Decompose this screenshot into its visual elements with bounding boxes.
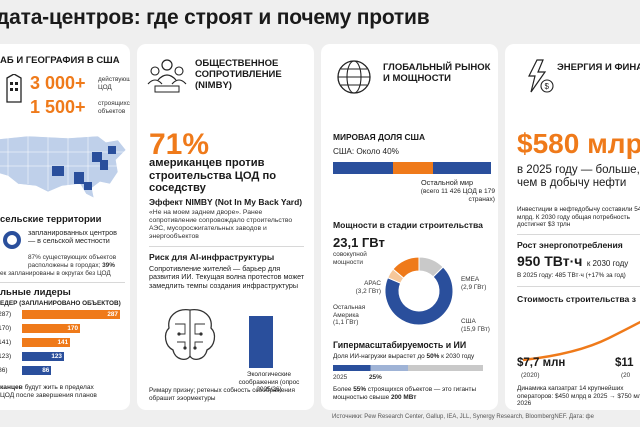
other-americas-label: Остальная Америка (1,1 ГВт) — [333, 304, 366, 327]
brain-icon — [164, 309, 216, 361]
rural-title: сельские территории — [0, 214, 102, 225]
energy-suffix: к 2030 году — [586, 259, 629, 268]
leaders-subtitle: ЕДЕР (ЗАПЛАНИРОВАНО ОБЪЕКТОВ) — [0, 300, 121, 307]
leader-bar: 86 — [22, 366, 52, 375]
page-title: дата-центров: где строят и почему против — [0, 6, 430, 29]
leader-value: 287 — [107, 311, 118, 318]
rural-donut-icon — [3, 231, 21, 249]
energy-finance-icon: $ — [528, 59, 554, 93]
donut-slice — [384, 266, 454, 326]
share-bar — [333, 162, 491, 174]
existing-label: действующих ЦОД — [98, 76, 130, 91]
us-map — [0, 135, 127, 199]
apac-label: APAC (3,2 ГВт) — [355, 280, 381, 295]
energy-title: Рост энергопотребления — [517, 240, 623, 250]
oppose-percent: 71% — [149, 128, 210, 161]
share-title: МИРОВАЯ ДОЛЯ США — [333, 132, 426, 142]
card-global-heading: ГЛОБАЛЬНЫЙ РЫНОК И МОЩНОСТИ — [383, 62, 491, 84]
cost-latest: $11 — [615, 357, 634, 369]
building-label: строящихся объектов — [98, 100, 130, 115]
card-geography: АБ И ГЕОГРАФИЯ В США 3 000+ действующих … — [0, 44, 130, 410]
nimby-footer: Римару призну; ретеных собность ссоображ… — [149, 387, 295, 402]
svg-text:$: $ — [545, 82, 550, 91]
leader-label: (123) — [0, 353, 12, 360]
hyper-text: Доля ИИ-нагрузки вырастет до 50% к 2030 … — [333, 353, 475, 360]
leader-row: (123) 123 — [0, 352, 64, 361]
risk-text: Сопротивление жителей — барьер для разви… — [149, 264, 305, 290]
leader-value: 123 — [51, 353, 62, 360]
leader-label: (170) — [0, 325, 12, 332]
hyper-title: Гипермасштабируемость и ИИ — [333, 340, 467, 350]
cost-2020-year: (2020) — [521, 372, 540, 379]
rural-note: 87% существующих объектов расположены в … — [28, 254, 117, 269]
leader-label: (287) — [0, 311, 12, 318]
energy-note: В 2025 году: 485 ТВт·ч (+17% за год) — [517, 272, 626, 279]
capex-note: Динамика капзатрат 14 крупнейших операто… — [517, 385, 640, 408]
emea-label: EMEA (2,9 ГВт) — [461, 276, 487, 291]
eco-label: Экологические соображения (опрос 2025/26… — [238, 371, 300, 394]
source-note: Источники: Pew Research Center, Gallup, … — [332, 414, 594, 420]
rest-sub: (всего 11 426 ЦОД в 179 странах) — [420, 188, 495, 203]
energy-value-row: 950 ТВт·ч к 2030 году — [517, 253, 628, 271]
rest-label: Остальной мир — [421, 178, 474, 187]
donut-slice — [392, 256, 420, 279]
leader-bar: 170 — [22, 324, 81, 333]
leader-row: (86) 86 — [0, 366, 52, 375]
eco-bar — [249, 316, 273, 368]
people-icon — [147, 59, 187, 93]
effect-text: «Не на моем заднем дворе». Ранее сопроти… — [149, 209, 293, 240]
share-label: США: Около 40% — [333, 147, 399, 156]
effect-title: Эффект NIMBY (Not In My Back Yard) — [149, 197, 303, 207]
hyper-current-fill — [333, 365, 371, 371]
hyper-start-pct: 25% — [369, 374, 382, 381]
leader-value: 170 — [67, 325, 79, 332]
hyper-progress — [333, 365, 483, 371]
leaders-footer: канцев будут жить в пределах ЦОД после за… — [0, 384, 97, 399]
oppose-caption: американцев против строительства ЦОД по … — [149, 157, 277, 194]
invest-caption: в 2025 году — больше, чем в добычу нефти — [517, 164, 640, 189]
leader-value: 86 — [42, 367, 50, 374]
cost-latest-year: (20 — [621, 372, 631, 379]
card-energy-heading: ЭНЕРГИЯ И ФИНАНСЫ — [557, 62, 640, 73]
capacity-title: Мощности в стадии строительства — [333, 220, 483, 230]
globe-icon — [337, 60, 371, 94]
invest-value: $580 млрд — [517, 128, 640, 159]
energy-value: 950 ТВт·ч — [517, 253, 583, 269]
leader-row: (141) 141 — [0, 338, 71, 347]
leader-label: (86) — [0, 367, 8, 374]
leader-bar: 287 — [22, 310, 120, 319]
capacity-donut — [384, 256, 454, 326]
risk-title: Риск для AI-инфраструктуры — [149, 252, 275, 262]
leader-label: (141) — [0, 339, 12, 346]
card-energy: $ ЭНЕРГИЯ И ФИНАНСЫ $580 млрд в 2025 год… — [505, 44, 640, 410]
leader-row: (287) 287 — [0, 310, 120, 319]
building-icon — [6, 74, 22, 103]
card-nimby-heading: ОБЩЕСТВЕННОЕ СОПРОТИВЛЕНИЕ (NIMBY) — [195, 58, 282, 91]
capacity-value: 23,1 ГВт — [333, 235, 385, 250]
cost-trend-line — [522, 320, 640, 362]
invest-note: Инвестиции в нефтедобычу составили 540 м… — [517, 206, 640, 229]
capacity-sub: совокупной мощности — [333, 251, 367, 266]
leader-bar: 123 — [22, 352, 64, 361]
card-global: ГЛОБАЛЬНЫЙ РЫНОК И МОЩНОСТИ МИРОВАЯ ДОЛЯ… — [321, 44, 498, 410]
cost-title: Стоимость строительства з — [517, 294, 636, 304]
card-geography-heading: АБ И ГЕОГРАФИЯ В США — [0, 55, 120, 66]
leaders-title: льные лидеры — [0, 287, 71, 298]
building-count: 1 500+ — [30, 97, 86, 117]
hyper-footer: Более 55% строящихся объектов — это гига… — [333, 386, 477, 401]
usa-label: США (15,9 ГВт) — [461, 318, 490, 333]
rural-note-2: ек запланированы в округах без ЦОД — [0, 270, 111, 277]
leader-row: (170) 170 — [0, 324, 81, 333]
card-nimby: ОБЩЕСТВЕННОЕ СОПРОТИВЛЕНИЕ (NIMBY) 71% а… — [137, 44, 314, 410]
rural-text: запланированных центров — в сельской мес… — [28, 228, 117, 246]
cost-2020: $7,7 млн — [517, 357, 566, 369]
leader-bar: 141 — [22, 338, 71, 347]
existing-count: 3 000+ — [30, 73, 86, 93]
leader-value: 141 — [57, 339, 69, 346]
hyper-start-year: 2025 — [333, 374, 348, 381]
